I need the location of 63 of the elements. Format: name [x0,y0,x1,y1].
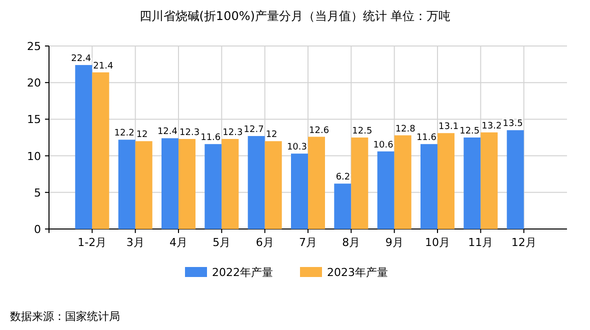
data-label: 13.5 [502,119,523,130]
bar [92,72,110,229]
x-tick-label: 8月 [342,236,360,249]
x-tick-label: 11月 [468,236,494,249]
data-label: 12 [266,130,278,140]
bar [264,141,282,229]
x-tick-label: 3月 [126,236,144,249]
data-label: 11.6 [200,133,221,144]
data-label: 11.6 [416,133,437,144]
x-tick-label: 5月 [212,236,231,249]
y-tick-label: 25 [27,40,41,53]
bar [351,138,368,229]
x-tick-label: 6月 [256,236,274,249]
bar [438,133,454,229]
data-label: 12.5 [460,126,480,136]
data-label: 12.3 [180,128,200,138]
bar [394,135,412,229]
bar [204,144,222,229]
bar [222,138,239,229]
data-label: 12.2 [114,128,134,139]
data-label: 13.2 [482,121,502,132]
data-label: 12.5 [352,126,372,136]
bar [308,136,325,229]
x-tick-label: 9月 [385,236,404,249]
bar [334,184,352,229]
x-tick-label: 12月 [511,236,536,249]
chart-title: 四川省烧碱(折100%)产量分月（当月值）统计 单位：万吨 [139,9,451,23]
legend-label: 2022年产量 [212,266,273,279]
data-label: 12.6 [309,126,330,136]
bar [135,141,152,229]
bar [506,130,524,229]
data-label: 12.7 [244,125,264,136]
y-tick-label: 0 [34,223,41,236]
bar [162,138,178,229]
bar [178,138,196,229]
x-tick-label: 1-2月 [78,236,107,249]
data-label: 6.2 [336,172,350,183]
data-label: 12.3 [222,128,243,138]
y-tick-label: 5 [34,186,41,200]
data-label: 10.3 [286,142,307,153]
data-label: 12.8 [395,124,416,134]
data-label: 13.1 [438,122,459,132]
data-label: 12.4 [157,127,178,138]
y-tick-label: 10 [27,150,41,163]
y-tick-label: 15 [27,113,41,126]
data-label: 22.4 [71,54,92,64]
data-label: 21.4 [93,61,114,72]
source-note: 数据来源：国家统计局 [10,310,120,323]
bar [420,144,438,229]
data-label: 12 [136,130,148,140]
bar [291,154,308,229]
x-tick-label: 7月 [299,236,317,249]
x-tick-label: 4月 [170,236,188,249]
legend-label: 2023年产量 [327,266,388,279]
bar [248,136,265,229]
bar [377,151,394,229]
bar [118,140,136,229]
y-tick-label: 20 [27,76,41,90]
x-tick-label: 10月 [425,236,450,249]
data-label: 10.6 [373,140,394,150]
bar [480,132,498,229]
bar [75,65,92,229]
bar [464,138,481,229]
